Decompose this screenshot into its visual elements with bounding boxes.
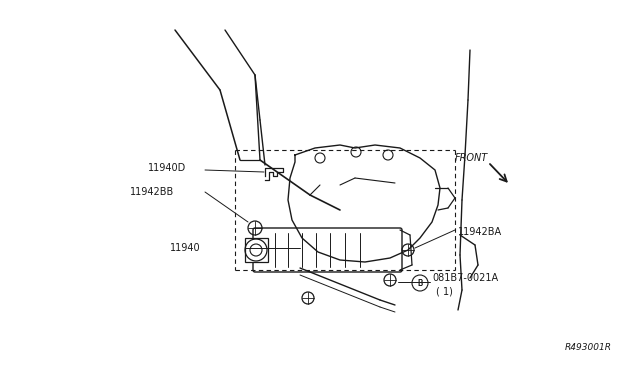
Text: B: B <box>417 279 422 288</box>
Text: FRONT: FRONT <box>455 153 488 163</box>
Text: 11942BB: 11942BB <box>130 187 174 197</box>
Text: R493001R: R493001R <box>565 343 612 353</box>
Text: 081B7-0021A: 081B7-0021A <box>432 273 498 283</box>
Text: 11940: 11940 <box>170 243 200 253</box>
FancyBboxPatch shape <box>253 228 402 272</box>
Text: B: B <box>417 279 422 288</box>
Text: ( 1): ( 1) <box>436 286 453 296</box>
Text: 11942BA: 11942BA <box>458 227 502 237</box>
Bar <box>245 238 268 262</box>
Text: 11940D: 11940D <box>148 163 186 173</box>
